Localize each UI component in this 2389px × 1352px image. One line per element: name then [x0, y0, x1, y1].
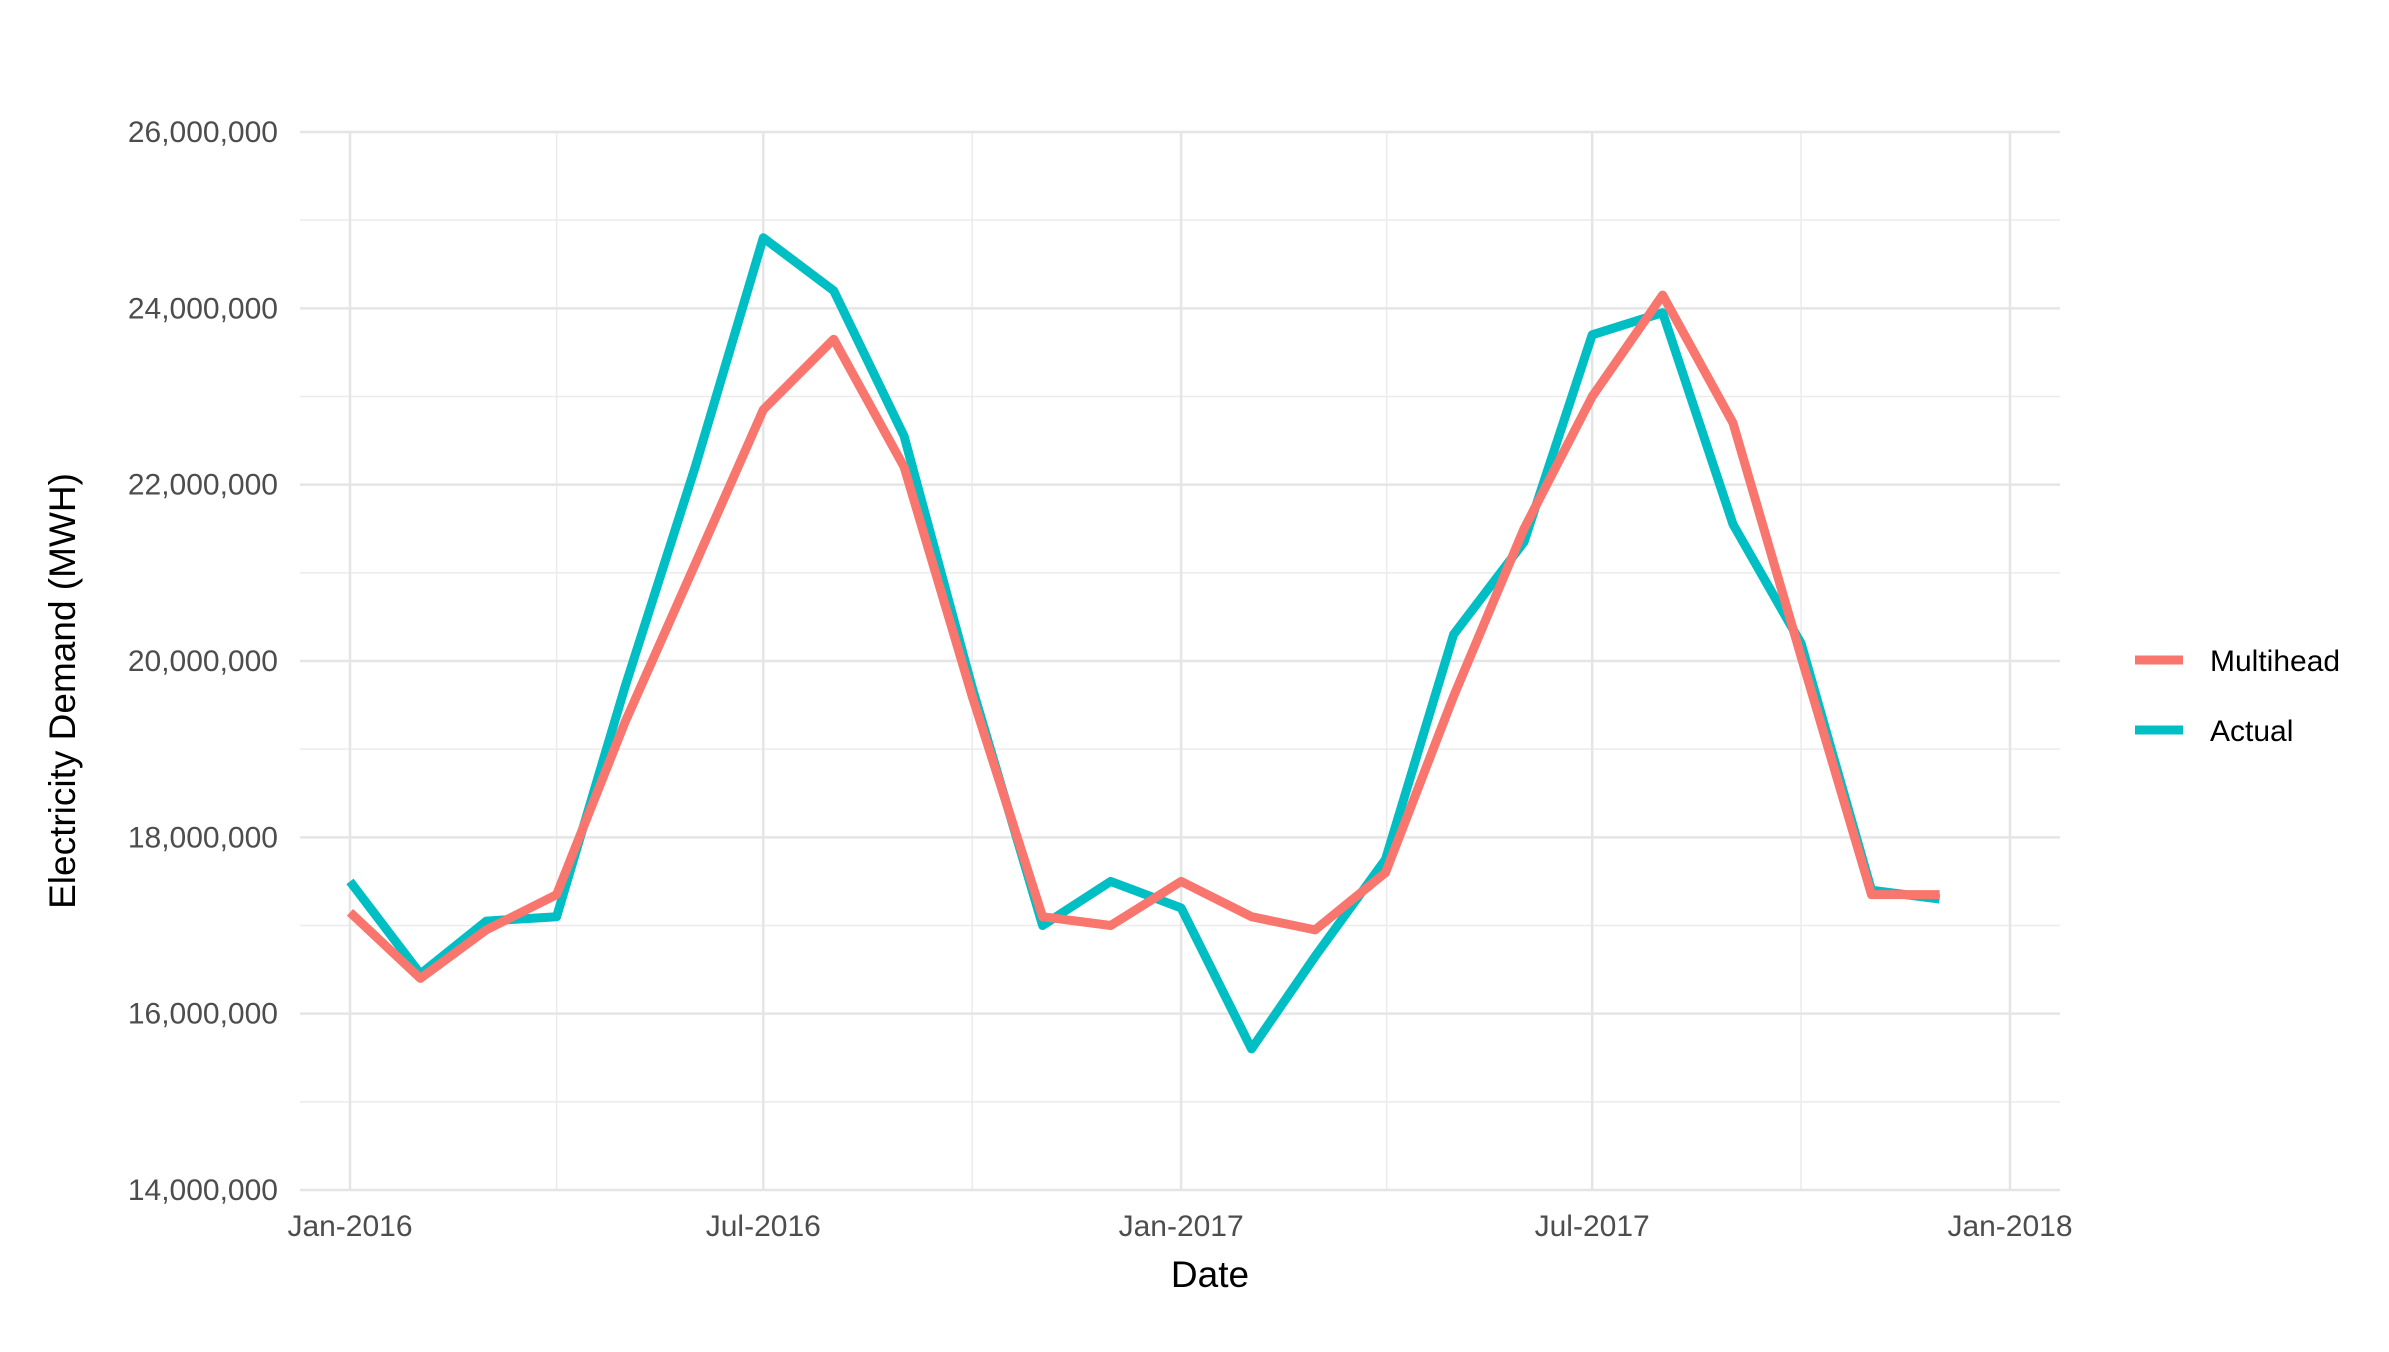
legend-label-actual: Actual: [2210, 715, 2293, 748]
x-axis-ticks: Jan-2016 Jul-2016 Jan-2017 Jul-2017 Jan-2018: [287, 1210, 2072, 1243]
legend-label-multihead: Multihead: [2210, 645, 2340, 678]
series-line-multihead: [346, 290, 1940, 983]
y-tick-label: 26,000,000: [128, 116, 278, 149]
x-tick-label: Jan-2017: [1119, 1210, 1244, 1243]
x-axis-title: Date: [1171, 1254, 1249, 1295]
x-tick-label: Jan-2018: [1947, 1210, 2072, 1243]
x-tick-label: Jul-2016: [706, 1210, 821, 1243]
y-tick-label: 20,000,000: [128, 645, 278, 678]
series-line-actual: [346, 233, 1941, 1054]
y-tick-label: 14,000,000: [128, 1174, 278, 1207]
y-tick-label: 18,000,000: [128, 821, 278, 854]
y-axis-ticks: 14,000,000 16,000,000 18,000,000 20,000,000…: [128, 116, 278, 1207]
series-lines: [346, 233, 1941, 1054]
y-tick-label: 22,000,000: [128, 469, 278, 502]
x-tick-label: Jul-2017: [1535, 1210, 1650, 1243]
grid-lines: [300, 130, 2060, 1192]
y-tick-label: 24,000,000: [128, 292, 278, 325]
legend: Multihead Actual: [2135, 645, 2340, 748]
x-tick-label: Jan-2016: [287, 1210, 412, 1243]
y-tick-label: 16,000,000: [128, 998, 278, 1031]
y-axis-title: Electricity Demand (MWH): [42, 473, 83, 909]
